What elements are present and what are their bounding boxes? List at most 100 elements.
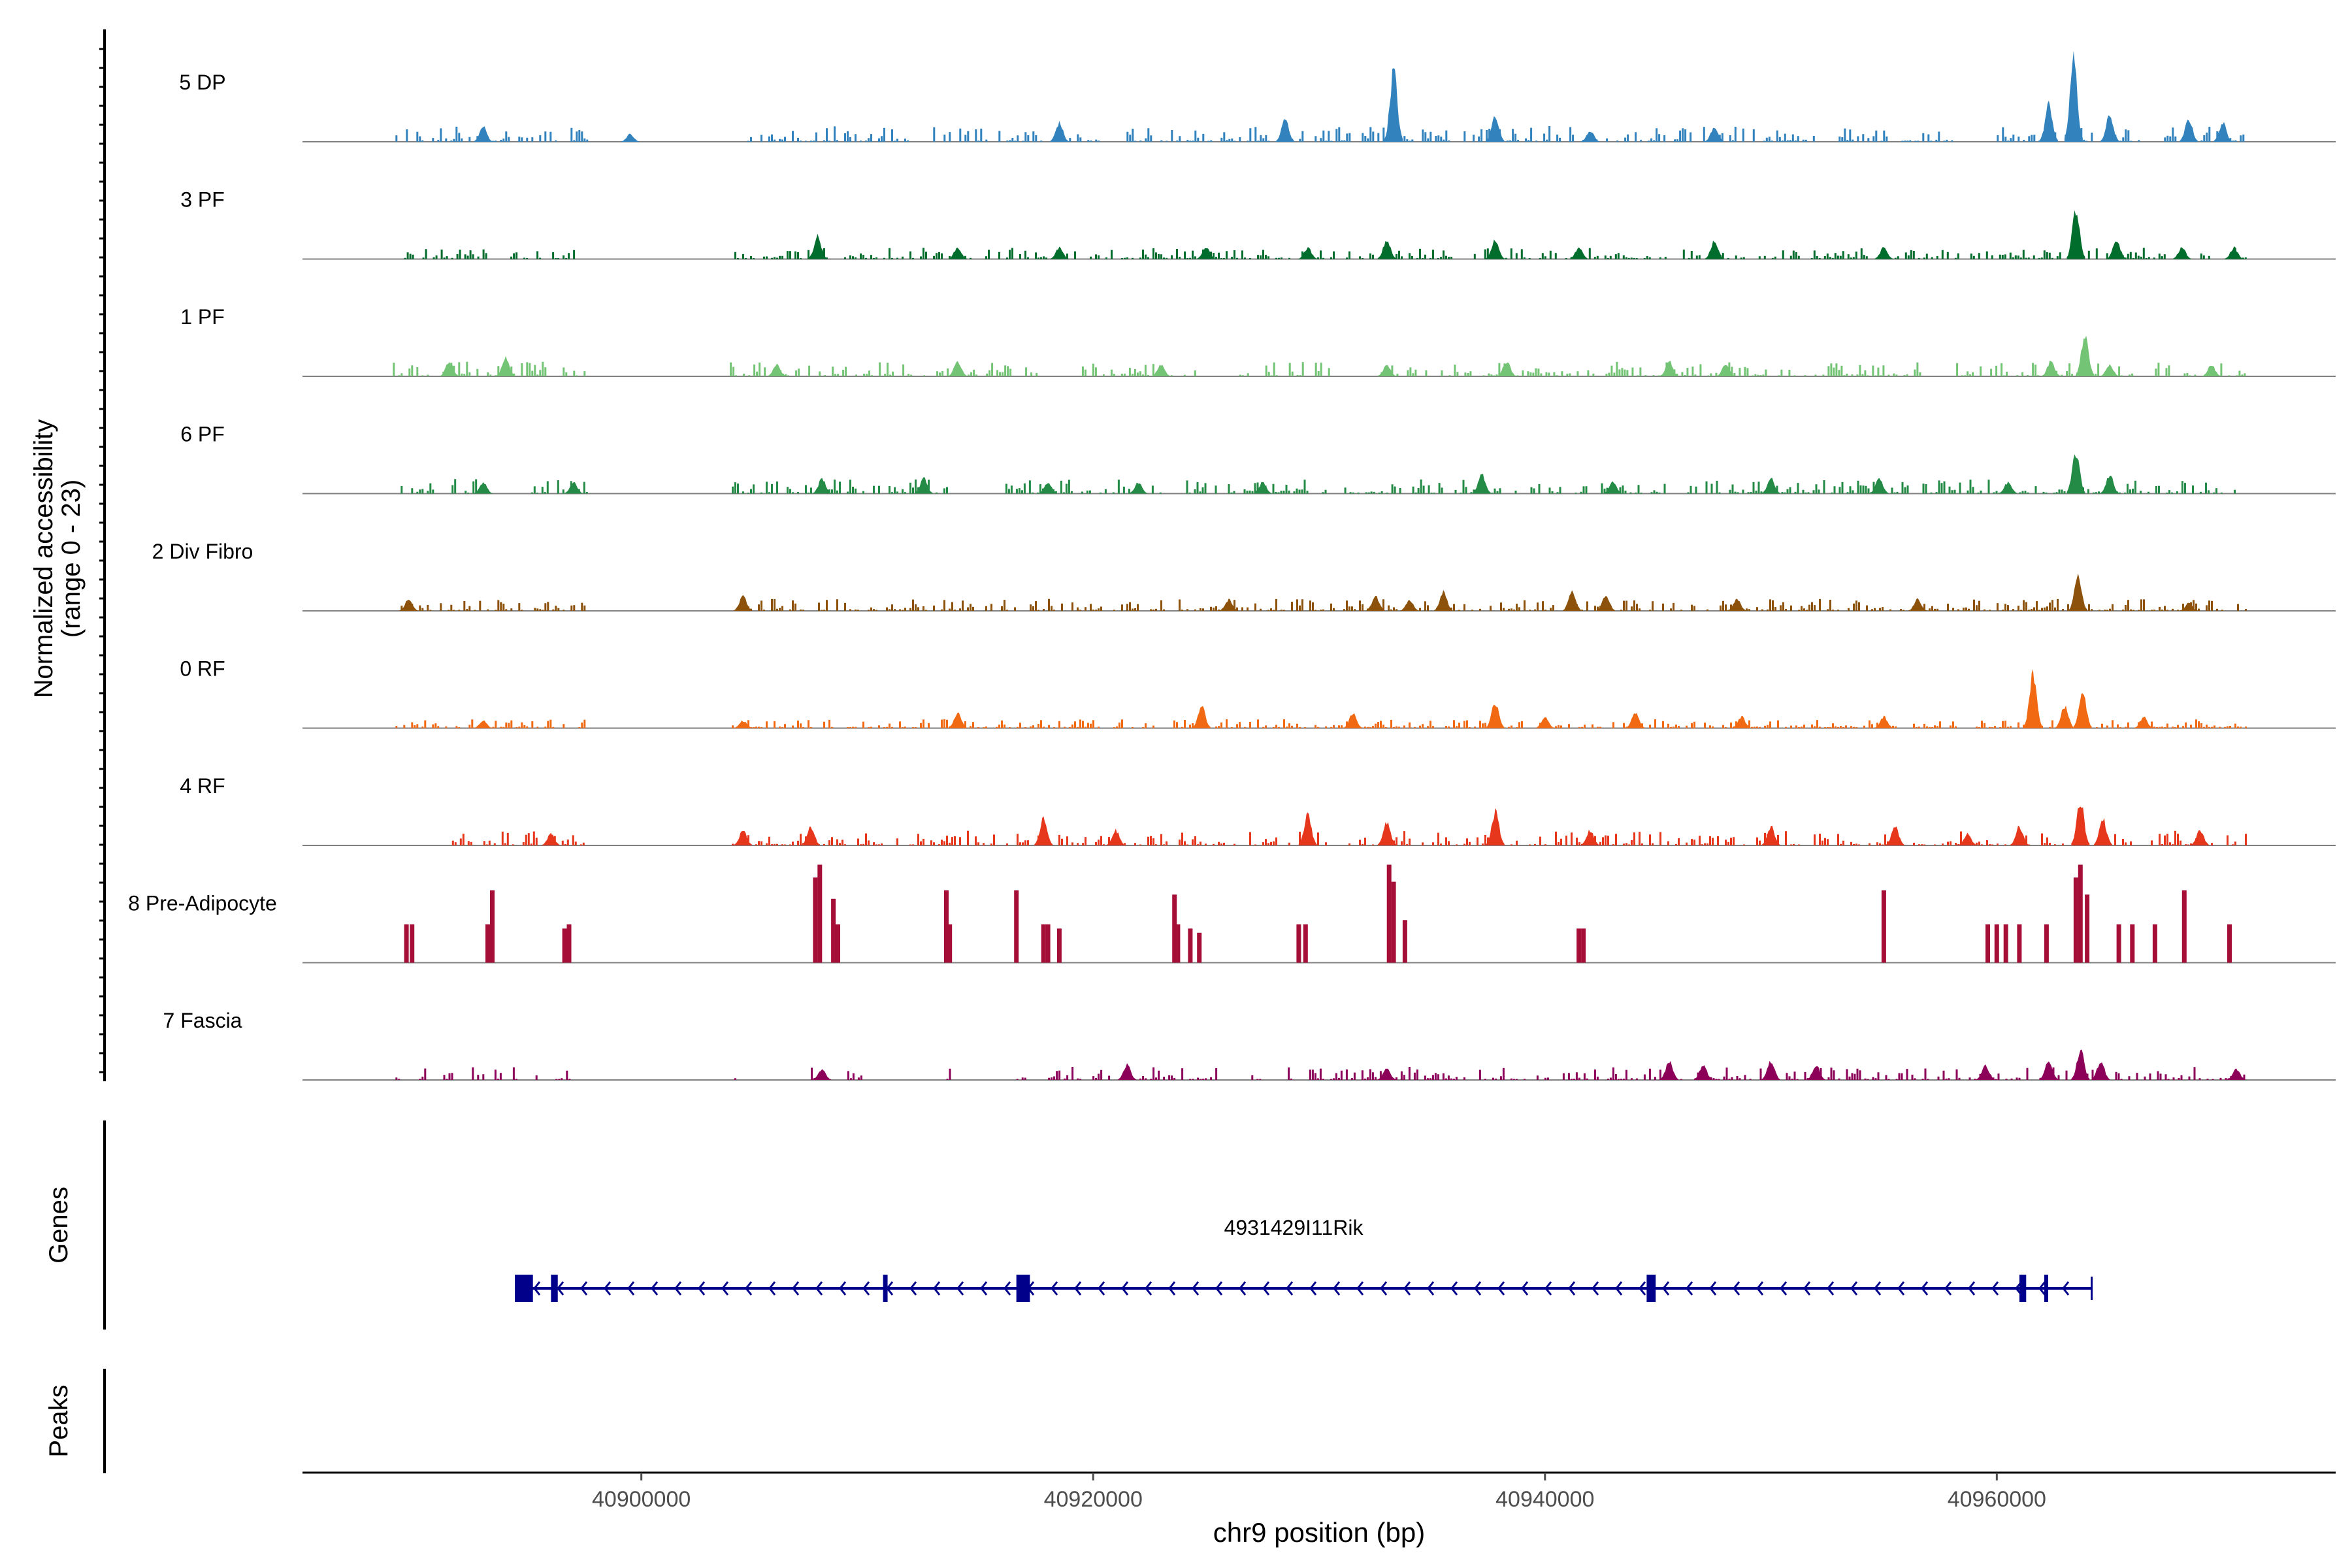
- coverage-noise-4-rf: [451, 830, 2247, 845]
- gene-model: [515, 1275, 2093, 1302]
- strand-chevron: [1827, 1281, 1835, 1296]
- coverage-peak: [1870, 478, 1889, 494]
- track-labels: 5 DP 3 PF 1 PF 6 PF 2 Div Fibro 0 RF 4 RF 8 Pre…: [128, 71, 277, 1032]
- coverage-peak: [734, 830, 753, 845]
- coverage-peak: [1761, 825, 1780, 845]
- coverage-peak: [440, 362, 459, 376]
- strand-chevron: [768, 1281, 776, 1296]
- coverage-peak: [2078, 864, 2083, 963]
- coverage-peak: [1603, 481, 1622, 494]
- coverage-peak: [2071, 806, 2090, 845]
- coverage-peak: [474, 482, 493, 494]
- coverage-peak: [2093, 818, 2112, 845]
- coverage-peak: [1580, 131, 1599, 142]
- track-1-pf: [302, 335, 2336, 377]
- x-tick-label: 40940000: [1495, 1487, 1594, 1512]
- coverage-peak: [2181, 890, 2187, 963]
- coverage-peak: [2172, 247, 2191, 259]
- coverage-noise-3-pf: [404, 248, 2247, 259]
- coverage-peak: [813, 478, 832, 494]
- track-label-1-pf: 1 PF: [180, 305, 225, 329]
- strand-chevron: [580, 1281, 588, 1296]
- track-0-rf: [302, 669, 2336, 729]
- track-label-8-pre-adipocyte: 8 Pre-Adipocyte: [128, 892, 277, 915]
- coverage-peak: [474, 720, 493, 728]
- coverage-peak: [1693, 1065, 1712, 1080]
- coverage-peak: [2068, 573, 2087, 611]
- coverage-peak: [2071, 1049, 2090, 1080]
- coverage-peak: [1056, 928, 1062, 963]
- gene-exon: [551, 1275, 558, 1302]
- coverage-peak: [1705, 240, 1724, 259]
- coverage-peak: [474, 126, 493, 142]
- x-axis-label: chr9 position (bp): [1213, 1517, 1426, 1548]
- coverage-peak: [497, 355, 515, 376]
- coverage-peak: [734, 720, 753, 728]
- coverage-peak: [564, 482, 583, 494]
- strand-chevron: [1686, 1281, 1693, 1296]
- coverage-peak: [1761, 1060, 1780, 1080]
- coverage-peak: [2180, 120, 2198, 142]
- strand-chevron: [533, 1281, 541, 1296]
- coverage-peak: [2073, 877, 2078, 963]
- coverage-peak: [542, 832, 561, 845]
- coverage-peak: [1219, 598, 1238, 611]
- coverage-peak: [1727, 598, 1746, 611]
- coverage-peak: [1391, 881, 1396, 963]
- strand-chevron: [1098, 1281, 1105, 1296]
- coverage-peak: [1253, 482, 1272, 494]
- coverage-peak: [1581, 928, 1586, 963]
- coverage-peak: [1881, 890, 1886, 963]
- coverage-peak: [1535, 717, 1554, 728]
- strand-chevron: [1921, 1281, 1929, 1296]
- strand-chevron: [1733, 1281, 1740, 1296]
- coverage-peak: [1129, 482, 1148, 494]
- coverage-peak: [404, 924, 409, 963]
- y-axis-label-line2: (range 0 - 23): [57, 480, 86, 638]
- coverage-peak: [802, 826, 820, 845]
- coverage-peak: [734, 595, 753, 611]
- coverage-peak: [1303, 924, 1308, 963]
- coverage-peak: [2023, 669, 2042, 728]
- coverage-peak: [485, 924, 490, 963]
- x-tick-label: 40920000: [1044, 1487, 1143, 1512]
- strand-chevron: [862, 1281, 870, 1296]
- coverage-peak: [2100, 364, 2119, 376]
- x-tick-label: 40960000: [1948, 1487, 2046, 1512]
- coverage-peak: [1705, 127, 1724, 142]
- coverage-peak: [2107, 241, 2126, 259]
- x-tick-label: 40900000: [592, 1487, 691, 1512]
- strand-chevron: [1615, 1281, 1623, 1296]
- strand-chevron: [1004, 1281, 1011, 1296]
- coverage-peak: [1152, 365, 1170, 376]
- coverage-peak: [948, 361, 967, 376]
- strand-chevron: [1121, 1281, 1129, 1296]
- coverage-peak: [2227, 924, 2232, 963]
- coverage-peak: [2225, 246, 2244, 259]
- track-label-0-rf: 0 RF: [180, 657, 225, 681]
- strand-chevron: [1309, 1281, 1317, 1296]
- coverage-peak: [1296, 924, 1301, 963]
- strand-chevron: [1192, 1281, 1200, 1296]
- strand-chevron: [1521, 1281, 1529, 1296]
- strand-chevron: [2062, 1281, 2070, 1296]
- coverage-peak: [1597, 595, 1616, 611]
- coverage-peak: [813, 1069, 832, 1080]
- coverage-peak: [1576, 928, 1582, 963]
- coverage-peak: [1434, 590, 1453, 611]
- strand-chevron: [1145, 1281, 1152, 1296]
- strand-chevron: [956, 1281, 964, 1296]
- coverage-peak: [1999, 481, 2017, 494]
- coverage-peak: [2116, 924, 2121, 963]
- coverage-peak: [1761, 478, 1780, 494]
- coverage-peak: [2039, 100, 2058, 142]
- strand-chevron: [1709, 1281, 1717, 1296]
- strand-chevron: [1074, 1281, 1082, 1296]
- track-label-2-div-fibro: 2 Div Fibro: [152, 540, 253, 563]
- coverage-peak: [2152, 924, 2157, 963]
- strand-chevron: [792, 1281, 800, 1296]
- coverage-peak: [948, 248, 967, 259]
- coverage-peak: [1908, 598, 1927, 611]
- coverage-peak: [1106, 828, 1125, 845]
